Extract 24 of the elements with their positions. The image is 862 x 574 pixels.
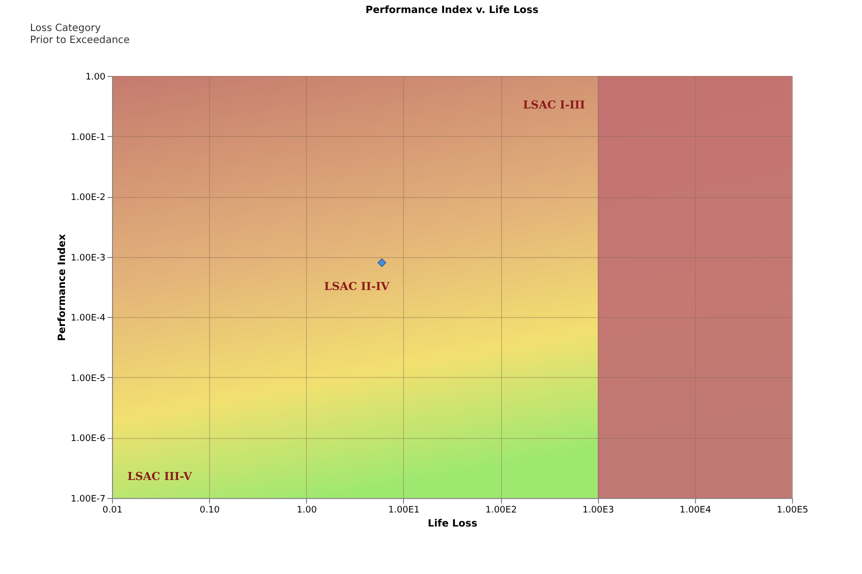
text: Loss Category	[30, 23, 101, 34]
text: Prior to Exceedance	[30, 35, 130, 46]
x-tick-label: 1.00E1	[388, 506, 420, 516]
x-axis-title: Life Loss	[428, 518, 478, 530]
x-tick-label: 0.01	[102, 506, 123, 516]
x-tick-label: 1.00	[296, 506, 318, 516]
y-tick-label: 1.00E-3	[70, 253, 106, 264]
chart-title: Performance Index v. Life Loss	[366, 5, 539, 16]
x-tick-label: 1.00E5	[776, 506, 808, 516]
x-tick-label: 0.10	[200, 506, 220, 516]
y-tick-label: 1.00E-1	[70, 132, 106, 143]
x-tick-label: 1.00E3	[582, 506, 614, 516]
annotation: LSAC I-III	[523, 98, 585, 112]
y-tick-label: 1.00E-5	[70, 374, 106, 384]
x-tick-label: 1.00E2	[485, 506, 517, 516]
y-tick-label: 1.00E-6	[70, 434, 106, 444]
x-tick-label: 1.00E4	[680, 506, 712, 516]
y-tick-label: 1.00E-7	[70, 494, 106, 504]
y-axis-title: Performance Index	[56, 234, 68, 341]
y-tick-label: 1.00E-4	[70, 314, 106, 324]
annotation: LSAC II-IV	[324, 280, 390, 293]
y-tick-label: 1.00E-2	[70, 193, 106, 204]
annotation: LSAC III-V	[127, 470, 192, 483]
y-tick-label: 1.00	[85, 72, 106, 82]
